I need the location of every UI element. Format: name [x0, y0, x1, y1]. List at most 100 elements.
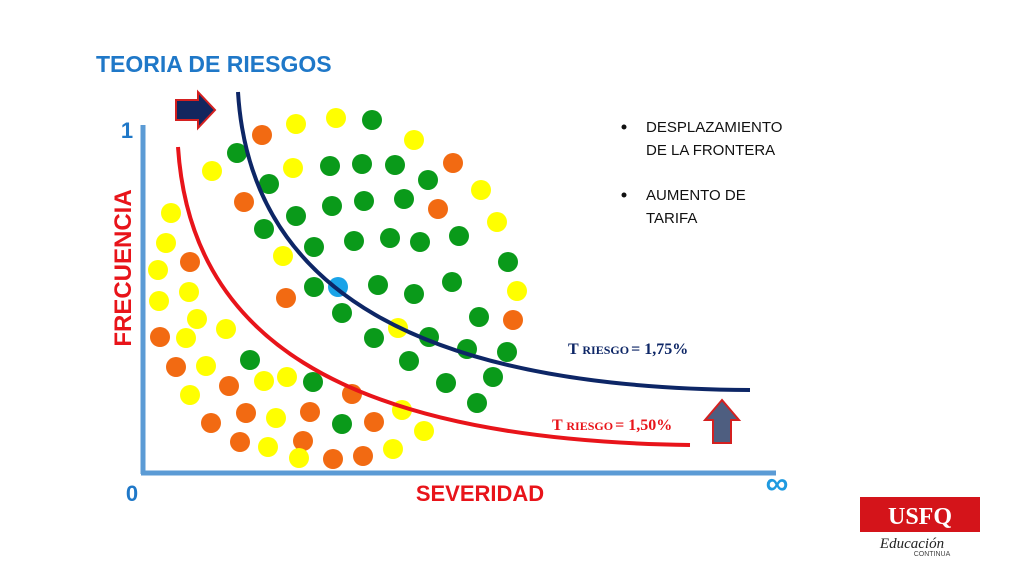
risk-dot [443, 153, 463, 173]
risk-dot [449, 226, 469, 246]
logo-line1: Educación [879, 536, 944, 552]
risk-dot [156, 233, 176, 253]
logo-box [860, 497, 980, 532]
x-axis-title: SEVERIDAD [416, 481, 544, 506]
origin-label: 0 [126, 481, 138, 506]
bullet-text: AUMENTO DE [646, 187, 746, 204]
risk-dot [354, 191, 374, 211]
risk-dot [368, 275, 388, 295]
y-axis-title: FRECUENCIA [110, 189, 137, 346]
risk-dot [344, 231, 364, 251]
dot-cloud [148, 108, 527, 469]
risk-dot [230, 432, 250, 452]
risk-dot [180, 385, 200, 405]
curve-label: T RIESGO = 1,50% [552, 417, 672, 434]
risk-dot [497, 342, 517, 362]
bullet-dot [621, 192, 627, 198]
risk-dot [385, 155, 405, 175]
risk-dot [503, 310, 523, 330]
risk-dot [283, 158, 303, 178]
risk-dot [286, 114, 306, 134]
risk-dot [326, 108, 346, 128]
risk-dot [277, 367, 297, 387]
risk-dot [304, 277, 324, 297]
bullet-dot [621, 124, 627, 130]
logo-line2: CONTINUA [914, 551, 951, 558]
risk-dot [353, 446, 373, 466]
risk-dot [187, 309, 207, 329]
risk-dot [254, 371, 274, 391]
risk-dot [148, 260, 168, 280]
risk-dot [202, 161, 222, 181]
risk-dot [196, 356, 216, 376]
risk-dot [399, 351, 419, 371]
label-sub: RIESGO [566, 419, 613, 433]
risk-dot [219, 376, 239, 396]
risk-dot [404, 130, 424, 150]
risk-dot [498, 252, 518, 272]
risk-dot [418, 170, 438, 190]
label-rate: = 1,75% [631, 341, 688, 358]
up-arrow [702, 398, 742, 444]
risk-dot [380, 228, 400, 248]
risk-dot [304, 237, 324, 257]
shift-arrow [175, 89, 217, 131]
risk-dot [166, 357, 186, 377]
risk-dot [469, 307, 489, 327]
risk-dot [442, 272, 462, 292]
risk-dot [483, 367, 503, 387]
risk-dot [258, 437, 278, 457]
risk-dot [352, 154, 372, 174]
risk-dot [364, 412, 384, 432]
frontier-new [236, 91, 751, 392]
frontier-old [176, 146, 691, 447]
risk-dot [216, 319, 236, 339]
risk-dot [323, 449, 343, 469]
risk-dot [289, 448, 309, 468]
risk-dot [273, 246, 293, 266]
risk-dot [254, 219, 274, 239]
risk-dot [332, 303, 352, 323]
risk-dot [436, 373, 456, 393]
risk-dot [320, 156, 340, 176]
curve-label: T RIESGO = 1,75% [568, 341, 688, 358]
risk-dot [240, 350, 260, 370]
risk-dot [467, 393, 487, 413]
risk-dot [410, 232, 430, 252]
risk-dot [266, 408, 286, 428]
risk-dot [383, 439, 403, 459]
risk-dot [303, 372, 323, 392]
risk-dot [179, 282, 199, 302]
risk-dot [276, 288, 296, 308]
label-prefix: T [568, 341, 579, 358]
risk-dot [201, 413, 221, 433]
risk-dot [227, 143, 247, 163]
risk-dot [150, 327, 170, 347]
risk-dot [180, 252, 200, 272]
risk-dot [404, 284, 424, 304]
bullet-list: DESPLAZAMIENTO DE LA FRONTERA AUMENTO DE… [621, 119, 782, 227]
risk-dot [236, 403, 256, 423]
risk-dot [414, 421, 434, 441]
risk-dot [259, 174, 279, 194]
risk-dot [322, 196, 342, 216]
risk-dot [364, 328, 384, 348]
risk-dot [332, 414, 352, 434]
risk-dot [252, 125, 272, 145]
risk-dot [161, 203, 181, 223]
bullet-text: DESPLAZAMIENTO [646, 119, 782, 136]
logo-name: USFQ [888, 504, 952, 530]
y-max-label: 1 [121, 118, 133, 143]
bullet-text: DE LA FRONTERA [646, 142, 775, 159]
risk-dot [487, 212, 507, 232]
infinity-label: ∞ [766, 465, 789, 501]
label-rate: = 1,50% [615, 417, 672, 434]
risk-dot [471, 180, 491, 200]
risk-dot [149, 291, 169, 311]
risk-dot [428, 199, 448, 219]
risk-dot [507, 281, 527, 301]
risk-dot [362, 110, 382, 130]
risk-dot [293, 431, 313, 451]
risk-dot [300, 402, 320, 422]
